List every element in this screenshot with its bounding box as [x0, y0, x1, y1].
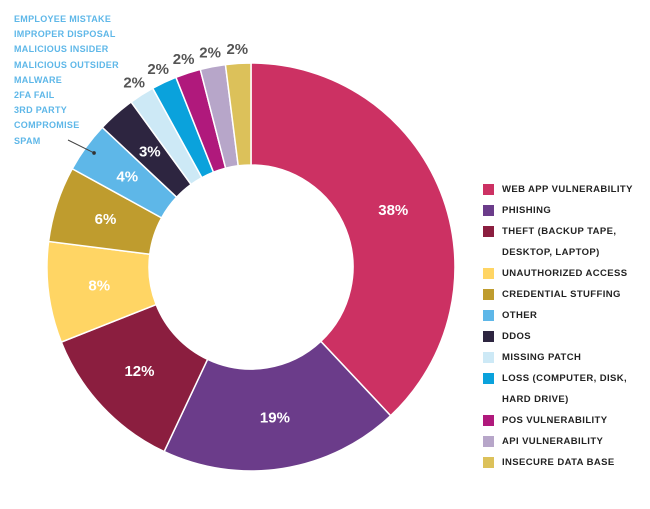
slice-data-label: 8%: [88, 278, 110, 295]
legend-item: MISSING PATCH: [483, 351, 633, 365]
legend-swatch: [483, 310, 494, 321]
chart-legend: WEB APP VULNERABILITY PHISHING THEFT (BA…: [483, 183, 633, 477]
donut-slice: [163, 340, 392, 472]
legend-item: CREDENTIAL STUFFING: [483, 288, 633, 302]
legend-item: OTHER: [483, 309, 633, 323]
legend-item: API VULNERABILITY: [483, 435, 633, 449]
other-breakdown-list: EMPLOYEE MISTAKE IMPROPER DISPOSAL MALIC…: [14, 12, 119, 149]
legend-label: PHISHING: [502, 205, 552, 216]
legend-swatch: [483, 352, 494, 363]
legend-label: THEFT (BACKUP TAPE,: [502, 226, 617, 237]
other-breakdown-item: MALICIOUS OUTSIDER: [14, 59, 119, 70]
legend-item: DDOS: [483, 330, 633, 344]
other-breakdown-item: SPAM: [14, 135, 41, 146]
legend-label: DDOS: [502, 331, 532, 342]
legend-label: MISSING PATCH: [502, 352, 582, 363]
slice-data-label: 38%: [378, 202, 408, 219]
legend-item: PHISHING: [483, 204, 633, 218]
slice-data-label: 2%: [173, 51, 195, 68]
slice-data-label: 3%: [139, 144, 161, 161]
other-leader-dot: [92, 151, 96, 155]
legend-label: OTHER: [502, 310, 538, 321]
legend-label-line2: HARD DRIVE): [502, 394, 569, 405]
legend-item: INSECURE DATA BASE: [483, 456, 633, 470]
slice-data-label: 2%: [123, 74, 145, 91]
slice-data-label: 6%: [95, 211, 117, 228]
legend-swatch: [483, 373, 494, 384]
legend-item: WEB APP VULNERABILITY: [483, 183, 633, 197]
legend-label: UNAUTHORIZED ACCESS: [502, 268, 628, 279]
legend-swatch: [483, 268, 494, 279]
legend-item: POS VULNERABILITY: [483, 414, 633, 428]
legend-swatch: [483, 226, 494, 237]
slice-data-label: 4%: [116, 169, 138, 186]
other-leader-line: [67, 139, 95, 154]
legend-swatch: [483, 436, 494, 447]
slice-data-label: 2%: [147, 61, 169, 78]
other-breakdown-item: EMPLOYEE MISTAKE: [14, 14, 112, 24]
legend-label: INSECURE DATA BASE: [502, 457, 615, 468]
slice-data-label: 2%: [199, 44, 221, 61]
legend-swatch: [483, 415, 494, 426]
legend-swatch: [483, 184, 494, 195]
legend-item: UNAUTHORIZED ACCESS: [483, 267, 633, 281]
other-breakdown-item: COMPROMISE: [14, 120, 80, 131]
legend-label: WEB APP VULNERABILITY: [502, 184, 633, 195]
legend-label-line2: DESKTOP, LAPTOP): [502, 247, 600, 258]
slice-data-label: 2%: [226, 41, 248, 58]
legend-swatch: [483, 331, 494, 342]
other-breakdown-item: IMPROPER DISPOSAL: [14, 29, 116, 40]
legend-label: CREDENTIAL STUFFING: [502, 289, 621, 300]
legend-swatch: [483, 289, 494, 300]
legend-label: POS VULNERABILITY: [502, 415, 608, 426]
legend-item: THEFT (BACKUP TAPE, DESKTOP, LAPTOP): [483, 225, 633, 260]
legend-item: LOSS (COMPUTER, DISK, HARD DRIVE): [483, 372, 633, 407]
other-breakdown-item: 2FA FAIL: [14, 90, 55, 101]
other-breakdown-item: MALICIOUS INSIDER: [14, 44, 109, 55]
other-breakdown-item: MALWARE: [14, 74, 63, 85]
donut-slice: [250, 62, 456, 417]
legend-swatch: [483, 457, 494, 468]
slice-data-label: 12%: [124, 363, 154, 380]
legend-label: API VULNERABILITY: [502, 436, 604, 447]
legend-swatch: [483, 205, 494, 216]
legend-label: LOSS (COMPUTER, DISK,: [502, 373, 628, 384]
slice-data-label: 19%: [260, 410, 290, 427]
donut-slice: [224, 62, 252, 167]
other-breakdown-item: 3RD PARTY: [14, 105, 68, 116]
